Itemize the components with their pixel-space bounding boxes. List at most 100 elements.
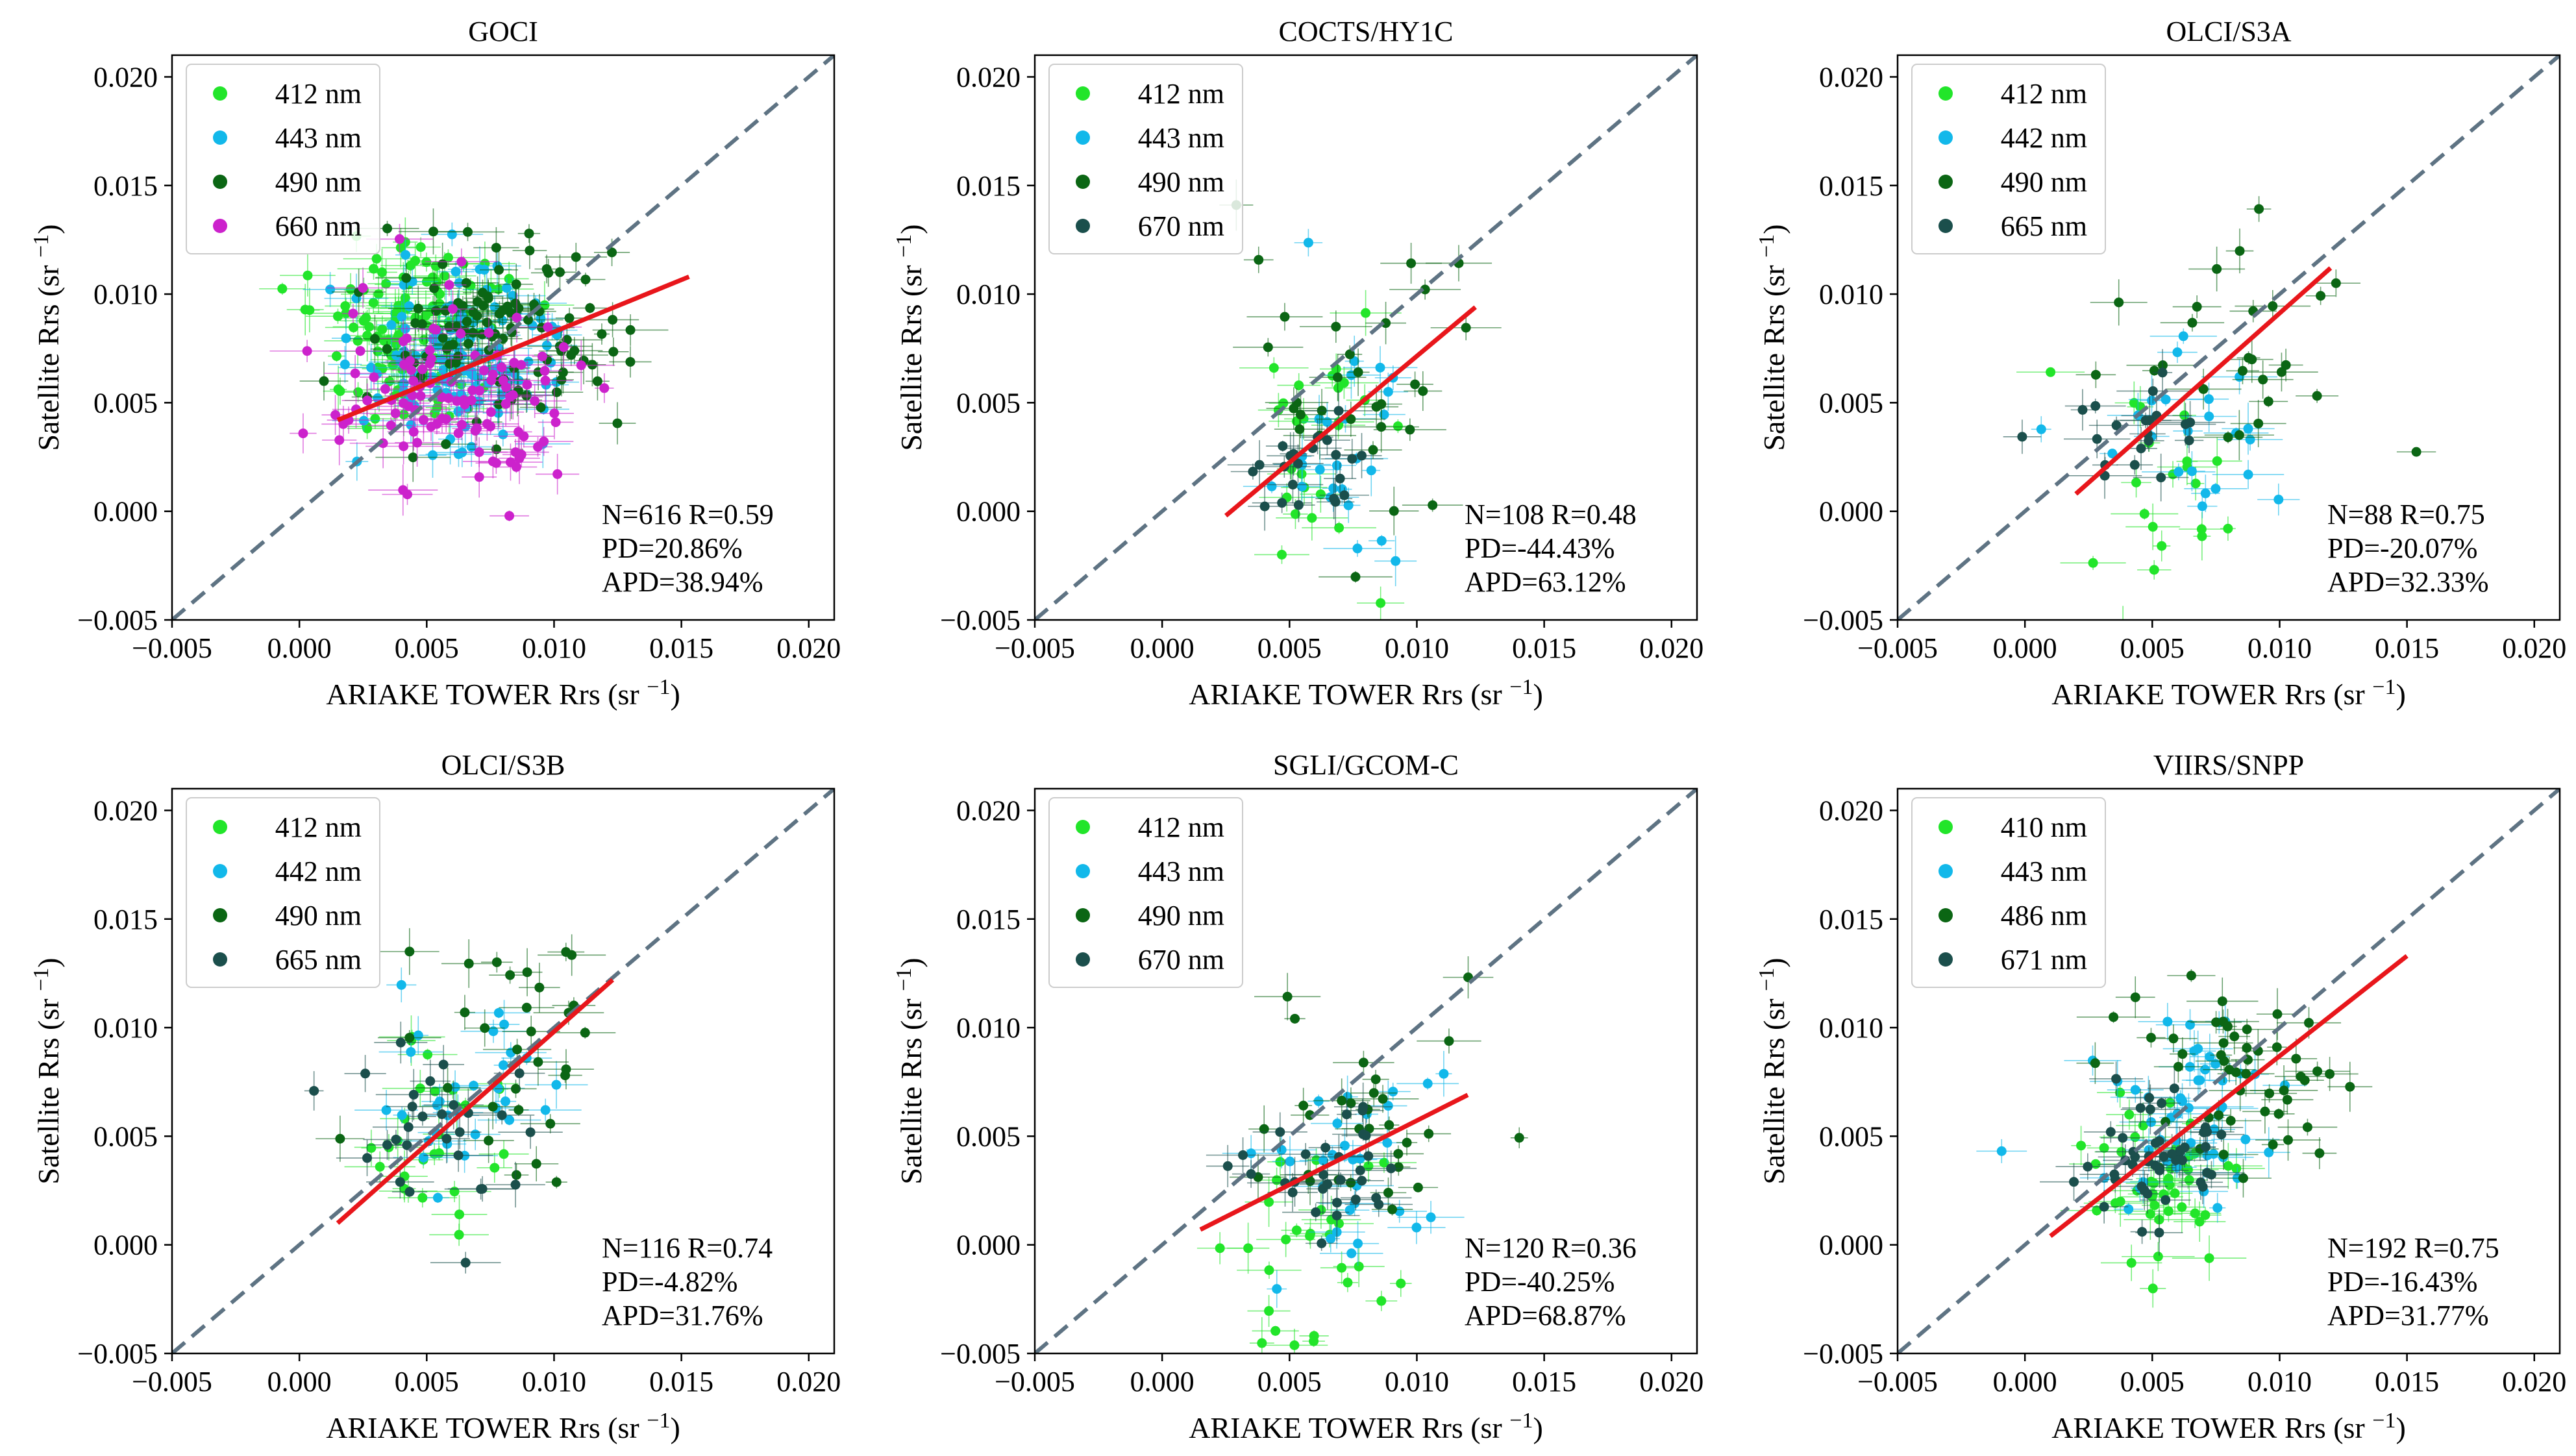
scatter-point (1320, 439, 1383, 479)
point-marker (1376, 598, 1386, 608)
point-marker (1428, 500, 1438, 510)
scatter-point (331, 316, 361, 360)
scatter-point (2204, 410, 2274, 460)
scatter-point (299, 288, 320, 333)
point-marker (419, 335, 429, 345)
x-tick-label: 0.015 (2375, 632, 2439, 664)
scatter-point (1272, 1136, 1308, 1187)
scatter-point (2060, 556, 2126, 571)
point-marker (1290, 509, 1300, 519)
point-marker (1248, 466, 1258, 476)
scatter-point (393, 1106, 411, 1124)
point-marker (1343, 500, 1354, 510)
point-marker (526, 1026, 536, 1037)
point-marker (1257, 1338, 1267, 1348)
scatter-point (512, 948, 543, 996)
point-marker (486, 421, 496, 432)
x-tick-label: 0.020 (2502, 1366, 2566, 1398)
point-marker (2139, 1185, 2149, 1196)
point-marker (413, 303, 423, 314)
x-tick-label: 0.005 (2120, 632, 2185, 664)
point-marker (2172, 347, 2183, 358)
scatter-point (1230, 463, 1276, 480)
regression-line (1199, 1092, 1469, 1232)
point-marker (453, 428, 464, 438)
scatter-point (1247, 1294, 1291, 1327)
point-marker (469, 1080, 479, 1091)
scatter-point (2193, 512, 2211, 561)
point-marker (580, 275, 591, 285)
point-marker (558, 367, 568, 378)
identity-line (172, 55, 834, 620)
point-marker (404, 946, 415, 957)
x-tick-label: 0.005 (1257, 632, 1322, 664)
point-marker (2148, 522, 2158, 532)
scatter-point (2130, 1219, 2154, 1244)
point-marker (429, 283, 440, 293)
scatter-point (463, 444, 523, 478)
scatter-point (1337, 1272, 1358, 1292)
point-marker (369, 334, 380, 344)
stats-line: PD=20.86% (602, 532, 743, 564)
point-marker (362, 1153, 373, 1163)
point-marker (1278, 441, 1288, 451)
point-marker (462, 227, 473, 237)
scatter-point (1246, 302, 1323, 331)
scatter-point (417, 249, 479, 266)
scatter-point (321, 406, 365, 443)
point-marker (2253, 418, 2264, 428)
point-marker (401, 250, 411, 260)
point-marker (2198, 384, 2209, 394)
point-marker (540, 375, 551, 386)
point-marker (1331, 460, 1342, 471)
plot-area (1898, 789, 2560, 1353)
point-marker (1358, 1057, 1368, 1068)
scatter-point (375, 263, 438, 293)
scatter-point (498, 1115, 563, 1149)
point-marker (1343, 1277, 1353, 1288)
point-marker (1319, 1170, 1329, 1180)
point-marker (1264, 1197, 1274, 1207)
point-marker (474, 447, 484, 458)
scatter-point (377, 302, 406, 348)
y-tick-label: 0.015 (93, 904, 158, 935)
legend-marker (1938, 219, 1953, 233)
point-marker (2148, 386, 2158, 396)
point-marker (489, 302, 500, 312)
legend-marker (1076, 820, 1090, 834)
point-marker (1317, 1238, 1327, 1248)
point-marker (521, 1002, 532, 1013)
point-marker (1383, 387, 1393, 397)
scatter-point (477, 1152, 513, 1183)
scatter-point (1254, 545, 1309, 564)
point-marker (381, 278, 391, 289)
point-marker (2238, 1173, 2248, 1183)
point-marker (1363, 1151, 1374, 1161)
point-marker (2017, 432, 2027, 442)
point-marker (1254, 460, 1265, 470)
axes-frame (1034, 787, 1698, 1355)
scatter-point (2079, 1164, 2149, 1185)
scatter-point (2003, 419, 2042, 454)
y-tick-label: 0.005 (956, 387, 1021, 419)
point-marker (425, 1076, 436, 1087)
legend-label: 490 nm (275, 166, 362, 198)
scatter-point (523, 293, 556, 329)
point-marker (467, 385, 478, 395)
point-marker (1269, 363, 1279, 373)
point-marker (2179, 1142, 2190, 1153)
point-marker (2111, 420, 2122, 430)
scatter-point (1248, 1105, 1280, 1153)
y-tick-label: 0.015 (1819, 904, 1883, 935)
point-marker (1381, 318, 1391, 328)
point-marker (2302, 1122, 2312, 1132)
point-marker (2137, 1227, 2148, 1237)
point-marker (567, 950, 577, 960)
scatter-point (575, 336, 593, 385)
point-marker (426, 421, 436, 432)
scatter-point (1294, 228, 1323, 257)
point-marker (2046, 367, 2056, 377)
scatter-point (391, 1186, 428, 1198)
scatter-point (1315, 478, 1353, 519)
point-marker (2090, 1058, 2100, 1068)
